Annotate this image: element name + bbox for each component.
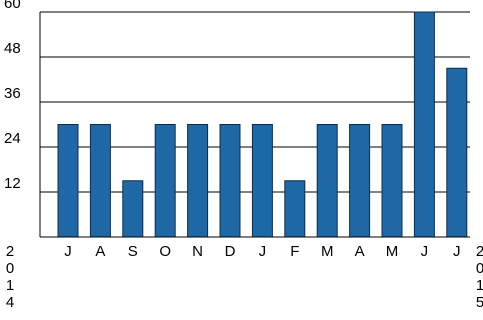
year-start-char-1: 0 [6,260,14,277]
bar-layer [57,11,468,238]
y-tick-label-24: 24 [4,130,21,147]
bar-9 [349,124,371,238]
x-tick-label-6: J [259,243,267,260]
year-start-char-2: 1 [6,277,14,294]
y-tick-label-48: 48 [4,40,21,57]
bar-10 [381,124,403,238]
bar-0 [57,124,79,238]
y-tick-label-12: 12 [4,175,21,192]
bar-5 [219,124,241,238]
bar-11 [413,11,435,238]
x-tick-label-12: J [453,243,461,260]
bar-1 [89,124,111,238]
x-tick-label-1: A [95,243,105,260]
x-tick-label-7: F [290,243,299,260]
x-tick-label-4: N [192,243,203,260]
year-start-char-3: 4 [6,294,14,311]
year-start-char-0: 2 [6,243,14,260]
x-tick-label-8: M [321,243,334,260]
y-tick-label-60: 60 [4,0,21,12]
bar-4 [187,124,209,238]
year-end-char-3: 5 [476,294,483,311]
bar-6 [251,124,273,238]
x-tick-label-11: J [421,243,429,260]
x-tick-label-10: M [386,243,399,260]
x-tick-label-2: S [128,243,138,260]
axis-layer [39,12,470,238]
year-end-char-0: 2 [476,243,483,260]
bar-2 [122,180,144,238]
x-tick-label-9: A [355,243,365,260]
bar-3 [154,124,176,238]
bar-8 [316,124,338,238]
x-tick-label-0: J [64,243,72,260]
x-tick-label-5: D [225,243,236,260]
bar-12 [446,67,468,238]
year-end-char-1: 0 [476,260,483,277]
x-tick-label-3: O [159,243,171,260]
y-tick-label-36: 36 [4,85,21,102]
bar-7 [284,180,306,238]
year-end-char-2: 1 [476,277,483,294]
